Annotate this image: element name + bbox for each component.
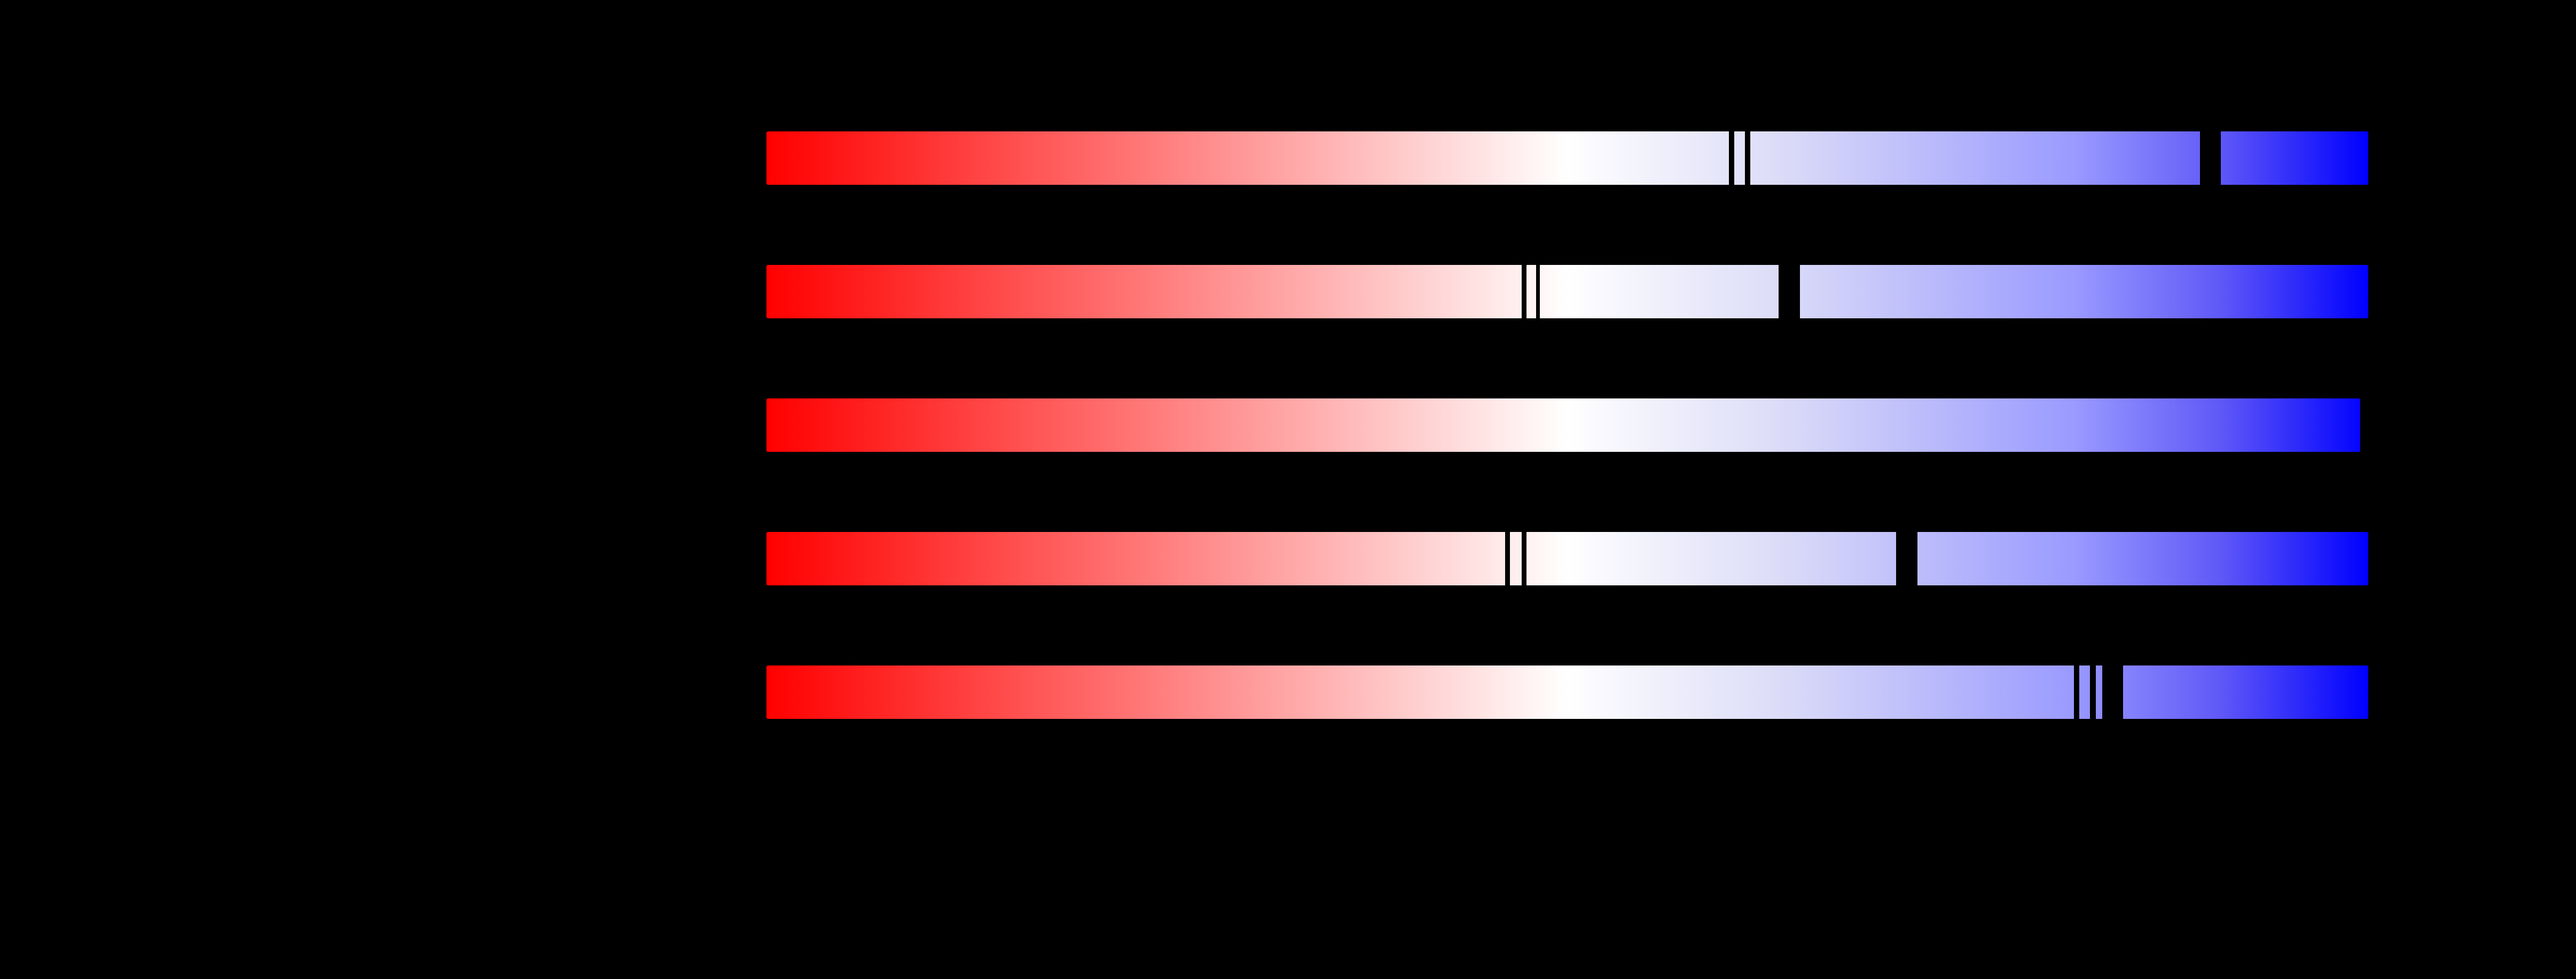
gradient-bar-row: [766, 532, 2368, 585]
interval-gap-mark: [2102, 665, 2123, 719]
interval-tick-mark: [1505, 532, 1510, 585]
gradient-bar-row: [766, 265, 2368, 318]
interval-tick-mark: [1745, 131, 1750, 185]
gradient-bar-row: [766, 131, 2368, 185]
interval-gap-mark: [1779, 265, 1800, 318]
interval-gap-mark: [2200, 131, 2221, 185]
gradient-bar-row: [766, 665, 2368, 719]
gradient-bar-row: [766, 398, 2360, 452]
interval-tick-mark: [1729, 131, 1734, 185]
interval-tick-mark: [1522, 265, 1526, 318]
interval-gap-mark: [1896, 532, 1917, 585]
interval-tick-mark: [1522, 532, 1526, 585]
interval-tick-mark: [1536, 265, 1540, 318]
interval-tick-mark: [2090, 665, 2096, 719]
interval-tick-mark: [2074, 665, 2079, 719]
